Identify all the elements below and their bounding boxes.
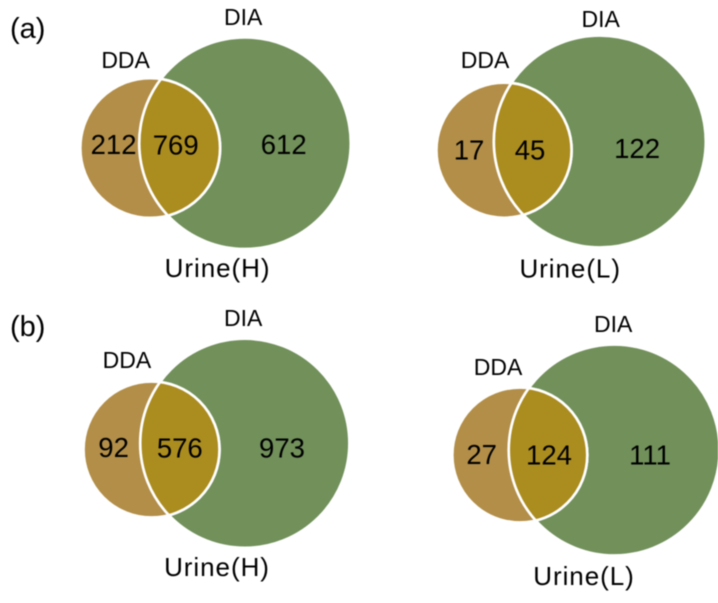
svg-text:DDA: DDA <box>103 347 152 373</box>
svg-text:111: 111 <box>629 440 671 471</box>
svg-text:(b): (b) <box>10 311 45 343</box>
svg-text:576: 576 <box>157 433 203 464</box>
svg-text:122: 122 <box>614 133 660 164</box>
svg-text:27: 27 <box>466 439 497 470</box>
svg-text:DIA: DIA <box>582 6 621 32</box>
svg-text:612: 612 <box>261 129 307 160</box>
svg-text:DIA: DIA <box>224 4 263 30</box>
svg-text:DDA: DDA <box>461 47 510 73</box>
svg-text:Urine(H): Urine(H) <box>164 552 270 582</box>
svg-text:124: 124 <box>526 440 572 471</box>
svg-text:DDA: DDA <box>101 47 150 73</box>
svg-text:92: 92 <box>98 432 129 463</box>
svg-text:212: 212 <box>91 129 137 160</box>
svg-text:DIA: DIA <box>224 305 263 331</box>
svg-text:Urine(L): Urine(L) <box>533 561 635 591</box>
svg-text:769: 769 <box>153 129 199 160</box>
svg-text:17: 17 <box>454 135 485 166</box>
svg-text:DIA: DIA <box>594 311 633 337</box>
svg-text:(a): (a) <box>10 13 45 45</box>
svg-text:DDA: DDA <box>474 354 523 380</box>
svg-text:973: 973 <box>259 432 305 463</box>
svg-text:Urine(H): Urine(H) <box>165 253 271 283</box>
svg-text:45: 45 <box>515 135 546 166</box>
svg-text:Urine(L): Urine(L) <box>519 253 621 283</box>
